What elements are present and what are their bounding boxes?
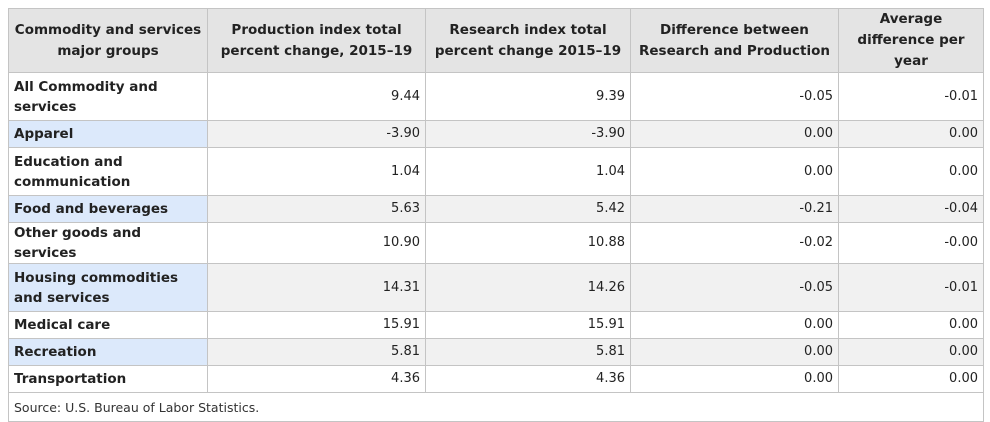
row-label: Recreation (8, 338, 208, 366)
research-cell: 9.39 (425, 72, 631, 121)
research-cell: -3.90 (425, 120, 631, 148)
production-cell: 4.36 (207, 365, 426, 393)
production-cell: 15.91 (207, 311, 426, 339)
table-row: Education and communication 1.04 1.04 0.… (8, 147, 984, 196)
difference-cell: 0.00 (630, 147, 839, 196)
table-row: Housing commodities and services 14.31 1… (8, 263, 984, 312)
avg-per-year-cell: 0.00 (838, 120, 984, 148)
research-cell: 15.91 (425, 311, 631, 339)
difference-cell: 0.00 (630, 311, 839, 339)
table-row: Recreation 5.81 5.81 0.00 0.00 (8, 338, 984, 366)
source-note: Source: U.S. Bureau of Labor Statistics. (8, 392, 984, 422)
row-label: Apparel (8, 120, 208, 148)
avg-per-year-cell: 0.00 (838, 311, 984, 339)
column-header-avg-per-year: Average difference per year (838, 8, 984, 73)
avg-per-year-cell: 0.00 (838, 365, 984, 393)
row-label: Education and communication (8, 147, 208, 196)
avg-per-year-cell: -0.00 (838, 222, 984, 264)
production-cell: 1.04 (207, 147, 426, 196)
table-row: Medical care 15.91 15.91 0.00 0.00 (8, 311, 984, 339)
row-label: Food and beverages (8, 195, 208, 223)
source-row: Source: U.S. Bureau of Labor Statistics. (8, 392, 984, 422)
data-table: Commodity and services major groups Prod… (8, 8, 984, 422)
research-cell: 4.36 (425, 365, 631, 393)
production-cell: 10.90 (207, 222, 426, 264)
research-cell: 14.26 (425, 263, 631, 312)
row-label: Transportation (8, 365, 208, 393)
difference-cell: 0.00 (630, 365, 839, 393)
production-cell: 5.81 (207, 338, 426, 366)
difference-cell: -0.02 (630, 222, 839, 264)
table-row: Other goods and services 10.90 10.88 -0.… (8, 222, 984, 264)
row-label: Housing commodities and services (8, 263, 208, 312)
row-label: All Commodity and services (8, 72, 208, 121)
table-row: Transportation 4.36 4.36 0.00 0.00 (8, 365, 984, 393)
row-label: Medical care (8, 311, 208, 339)
avg-per-year-cell: -0.01 (838, 72, 984, 121)
research-cell: 10.88 (425, 222, 631, 264)
column-header-group: Commodity and services major groups (8, 8, 208, 73)
difference-cell: 0.00 (630, 120, 839, 148)
column-header-difference: Difference between Research and Producti… (630, 8, 839, 73)
table-row: All Commodity and services 9.44 9.39 -0.… (8, 72, 984, 121)
table-row: Apparel -3.90 -3.90 0.00 0.00 (8, 120, 984, 148)
difference-cell: 0.00 (630, 338, 839, 366)
difference-cell: -0.05 (630, 263, 839, 312)
avg-per-year-cell: 0.00 (838, 147, 984, 196)
column-header-research: Research index total percent change 2015… (425, 8, 631, 73)
table-row: Food and beverages 5.63 5.42 -0.21 -0.04 (8, 195, 984, 223)
avg-per-year-cell: 0.00 (838, 338, 984, 366)
avg-per-year-cell: -0.01 (838, 263, 984, 312)
production-cell: -3.90 (207, 120, 426, 148)
column-header-production: Production index total percent change, 2… (207, 8, 426, 73)
production-cell: 5.63 (207, 195, 426, 223)
research-cell: 5.42 (425, 195, 631, 223)
production-cell: 14.31 (207, 263, 426, 312)
row-label: Other goods and services (8, 222, 208, 264)
difference-cell: -0.21 (630, 195, 839, 223)
header-row: Commodity and services major groups Prod… (8, 8, 984, 73)
avg-per-year-cell: -0.04 (838, 195, 984, 223)
difference-cell: -0.05 (630, 72, 839, 121)
research-cell: 5.81 (425, 338, 631, 366)
production-cell: 9.44 (207, 72, 426, 121)
research-cell: 1.04 (425, 147, 631, 196)
